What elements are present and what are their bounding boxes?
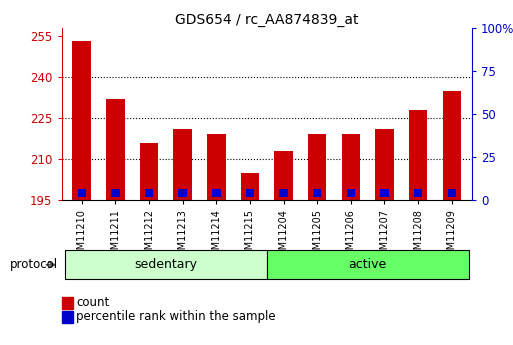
Bar [447,189,456,197]
Text: active: active [348,258,387,271]
Title: GDS654 / rc_AA874839_at: GDS654 / rc_AA874839_at [175,12,359,27]
Text: count: count [76,296,109,309]
Bar [347,189,355,197]
Bar [380,189,389,197]
Bar [375,129,394,200]
Bar [145,189,153,197]
Bar [246,189,254,197]
Bar [313,189,322,197]
Bar [414,189,422,197]
Bar [173,129,192,200]
Text: sedentary: sedentary [134,258,198,271]
Bar [72,41,91,200]
Bar [280,189,288,197]
Bar [212,189,221,197]
Bar [111,189,120,197]
Bar [241,173,259,200]
Bar [274,151,293,200]
Bar [308,135,326,200]
Bar [342,135,360,200]
Bar [106,99,125,200]
Text: percentile rank within the sample: percentile rank within the sample [76,310,275,323]
Bar [409,110,427,200]
Text: protocol: protocol [10,258,58,271]
Bar [207,135,226,200]
Bar [77,189,86,197]
Bar [140,142,159,200]
Bar [179,189,187,197]
Bar [443,91,461,200]
